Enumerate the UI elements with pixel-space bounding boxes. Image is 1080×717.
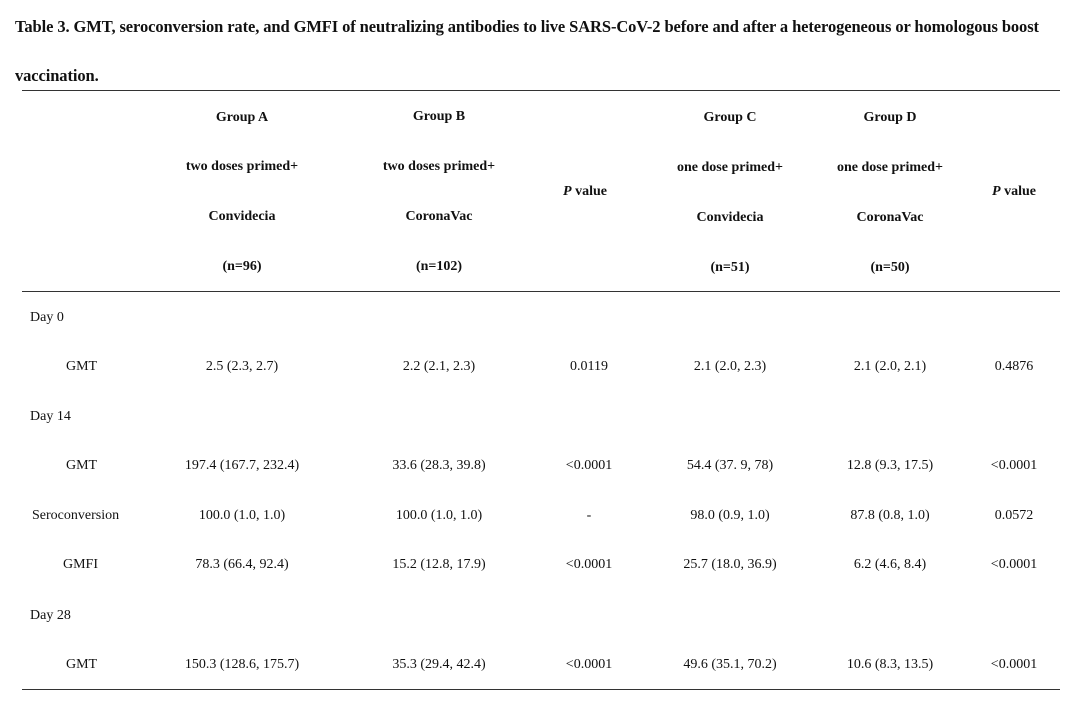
row-label: GMFI — [63, 557, 99, 572]
table-cell: - — [586, 508, 592, 523]
table-cell: 78.3 (66.4, 92.4) — [195, 557, 289, 572]
table-cell: 0.4876 — [994, 359, 1034, 374]
table-cell: 10.6 (8.3, 13.5) — [846, 657, 934, 672]
group-b-n: (n=102) — [415, 259, 463, 274]
group-a-n: (n=96) — [222, 259, 262, 274]
table-cell: 2.2 (2.1, 2.3) — [402, 359, 476, 374]
p-value-header-2: P value — [992, 184, 1036, 199]
bottom-rule — [22, 689, 1060, 690]
table-cell: 0.0119 — [570, 359, 608, 374]
row-label: GMT — [66, 657, 98, 672]
table-cell: <0.0001 — [565, 657, 613, 672]
table-cell: 87.8 (0.8, 1.0) — [850, 508, 930, 523]
table-cell: 2.5 (2.3, 2.7) — [205, 359, 279, 374]
table-cell: 25.7 (18.0, 36.9) — [683, 557, 777, 572]
group-d-n: (n=50) — [870, 260, 910, 275]
group-a-desc: two doses primed+ — [185, 159, 299, 174]
header-rule — [22, 291, 1060, 292]
table-cell: 100.0 (1.0, 1.0) — [198, 508, 286, 523]
group-d-name: Group D — [863, 110, 917, 125]
table-cell: 197.4 (167.7, 232.4) — [184, 458, 300, 473]
table-cell: <0.0001 — [990, 458, 1038, 473]
table-cell: 49.6 (35.1, 70.2) — [683, 657, 777, 672]
group-b-name: Group B — [412, 109, 466, 124]
group-d-vaccine: CoronaVac — [856, 210, 924, 225]
table-cell: 150.3 (128.6, 175.7) — [184, 657, 300, 672]
group-b-desc: two doses primed+ — [382, 159, 496, 174]
group-c-name: Group C — [703, 110, 757, 125]
table-cell: 12.8 (9.3, 17.5) — [846, 458, 934, 473]
table-cell: 2.1 (2.0, 2.3) — [693, 359, 767, 374]
table-cell: 0.0572 — [994, 508, 1034, 523]
p-value-header-1: P value — [563, 184, 607, 199]
group-c-n: (n=51) — [710, 260, 750, 275]
row-label: GMT — [66, 359, 98, 374]
group-d-desc: one dose primed+ — [837, 160, 943, 175]
table-cell: 100.0 (1.0, 1.0) — [395, 508, 483, 523]
section-day-0: Day 0 — [30, 310, 64, 325]
row-label: GMT — [66, 458, 98, 473]
table-cell: 35.3 (29.4, 42.4) — [392, 657, 486, 672]
table-cell: 33.6 (28.3, 39.8) — [392, 458, 486, 473]
section-day-28: Day 28 — [30, 608, 71, 623]
table-cell: 2.1 (2.0, 2.1) — [853, 359, 927, 374]
table-cell: <0.0001 — [990, 657, 1038, 672]
group-a-name: Group A — [215, 110, 269, 125]
table-cell: 6.2 (4.6, 8.4) — [853, 557, 927, 572]
table-cell: 98.0 (0.9, 1.0) — [690, 508, 770, 523]
table-cell: <0.0001 — [565, 458, 613, 473]
row-label: Seroconversion — [32, 508, 120, 523]
section-day-14: Day 14 — [30, 409, 71, 424]
table-cell: <0.0001 — [565, 557, 613, 572]
top-rule — [22, 90, 1060, 91]
group-c-vaccine: Convidecia — [696, 210, 764, 225]
table-cell: <0.0001 — [990, 557, 1038, 572]
table-cell: 15.2 (12.8, 17.9) — [392, 557, 486, 572]
group-b-vaccine: CoronaVac — [405, 209, 473, 224]
table-caption: Table 3. GMT, seroconversion rate, and G… — [15, 17, 1039, 85]
group-c-desc: one dose primed+ — [677, 160, 783, 175]
table-cell: 54.4 (37. 9, 78) — [686, 458, 774, 473]
group-a-vaccine: Convidecia — [208, 209, 276, 224]
